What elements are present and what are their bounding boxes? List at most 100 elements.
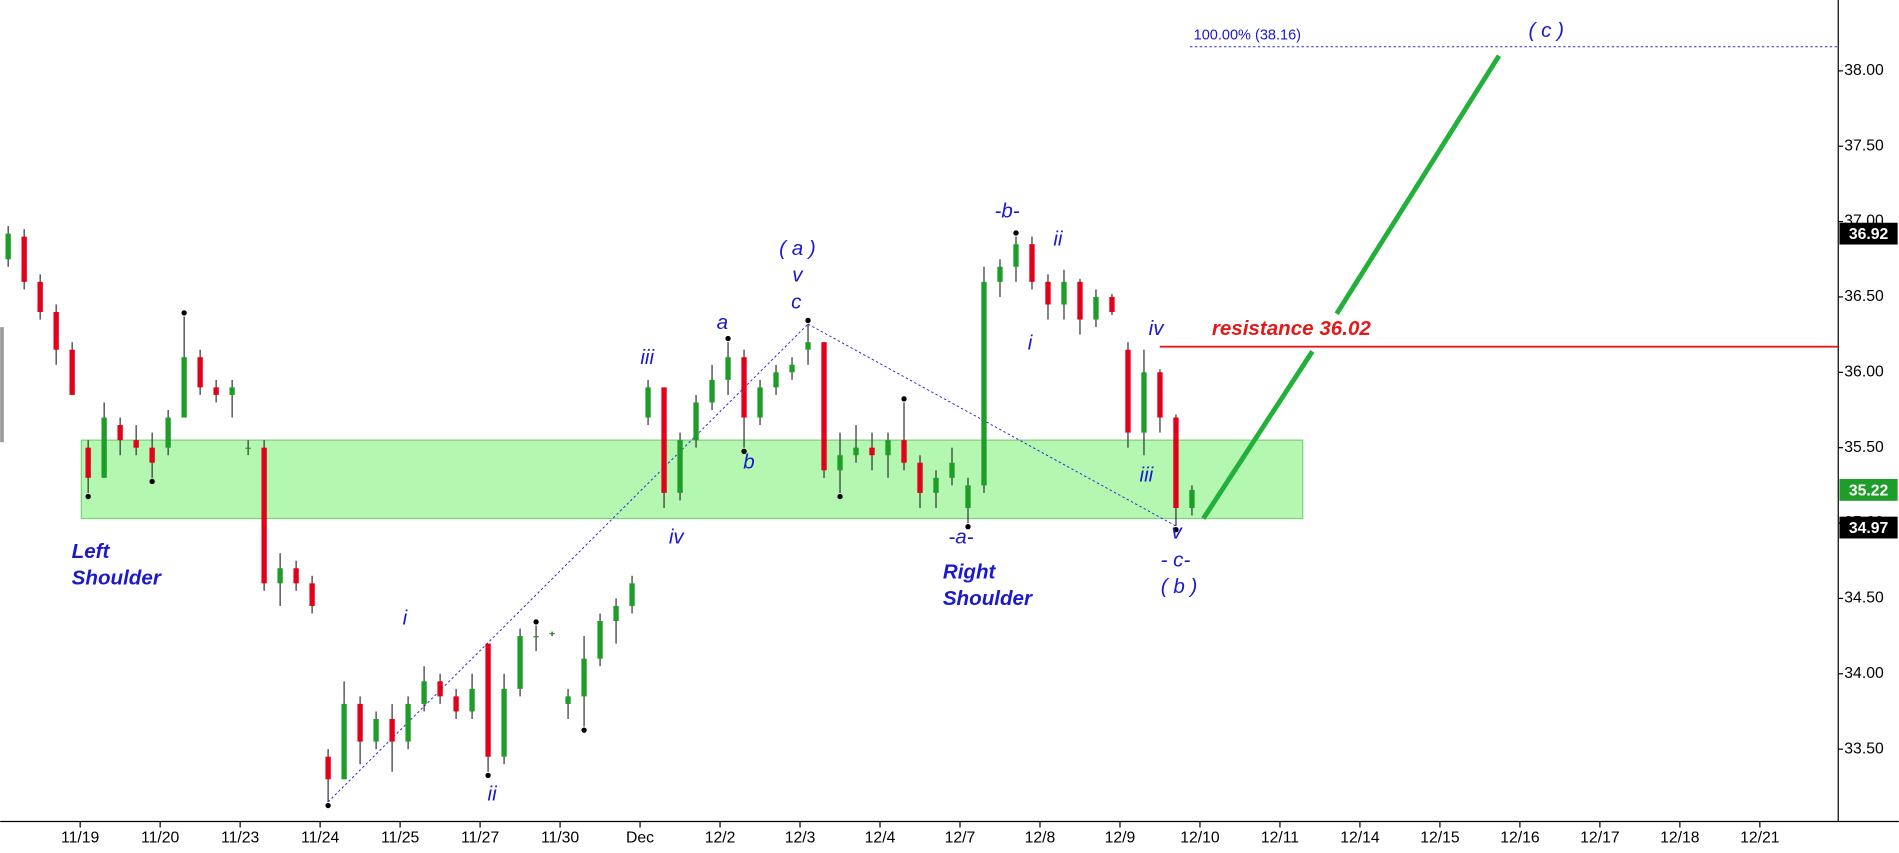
wave-label: iv <box>669 525 686 548</box>
price-label: 34.97 <box>1849 520 1889 537</box>
pivot-dot <box>85 493 91 500</box>
pivot-dot <box>1173 527 1179 533</box>
pivot-dot <box>741 448 747 454</box>
wave-line <box>807 323 1177 527</box>
candle-body <box>1029 244 1035 282</box>
candle-body <box>373 718 379 742</box>
candle-body <box>229 387 235 395</box>
candle-body <box>837 455 843 471</box>
candle-body <box>773 372 779 388</box>
candle-body <box>981 281 987 486</box>
pivot-dot <box>149 478 155 485</box>
wave-label: -a- <box>948 525 973 548</box>
y-tick-label: 36.00 <box>1844 363 1884 380</box>
wave-label: ii <box>488 782 499 805</box>
candle-body <box>949 462 955 478</box>
pivot-dot <box>837 493 843 500</box>
candle-body <box>853 447 859 456</box>
wave-label: Left <box>72 540 111 563</box>
x-tick-label: 12/2 <box>705 830 736 847</box>
price-label: 35.22 <box>1849 482 1889 499</box>
candle-body <box>469 688 475 712</box>
candle-body <box>709 379 715 403</box>
x-tick-label: 12/11 <box>1261 830 1299 847</box>
x-tick-label: 12/17 <box>1580 830 1619 847</box>
wave-label: Shoulder <box>72 567 162 590</box>
y-tick-label: 38.00 <box>1844 62 1884 79</box>
x-tick-label: 11/23 <box>221 830 259 847</box>
candle-body <box>437 681 443 697</box>
candle-body <box>117 425 123 441</box>
x-tick-label: 12/14 <box>1340 830 1380 847</box>
price-label-box <box>1839 478 1898 501</box>
projection-arrow <box>1334 54 1502 316</box>
y-tick-label: 37.50 <box>1844 137 1884 154</box>
candle-body <box>357 703 363 742</box>
candle-body <box>533 636 539 638</box>
y-tick-label: 33.50 <box>1844 740 1884 757</box>
wave-label: ii <box>1053 227 1064 250</box>
candle-body <box>645 387 651 418</box>
wave-label: Shoulder <box>943 587 1033 610</box>
candle-body <box>917 462 923 493</box>
candle-body <box>501 688 507 757</box>
candle-body <box>309 583 315 606</box>
candle-body <box>85 447 91 478</box>
candle-body <box>21 236 27 282</box>
x-tick-label: 11/20 <box>141 830 179 847</box>
candle-body <box>1141 372 1147 433</box>
x-tick-label: 12/9 <box>1105 830 1136 847</box>
pivot-dot <box>533 619 539 625</box>
x-tick-label: 12/3 <box>785 830 816 847</box>
candle-body <box>1173 417 1179 508</box>
wave-label: -b- <box>994 199 1019 222</box>
wave-line <box>327 323 809 803</box>
support-zone <box>80 439 1304 520</box>
candle-body <box>453 696 459 712</box>
candle-body <box>69 349 75 395</box>
candle-body <box>1157 372 1163 418</box>
pivot-dot <box>805 317 811 324</box>
y-tick-label: 34.50 <box>1844 590 1884 607</box>
candle-body <box>325 756 331 780</box>
wave-label: Right <box>943 561 997 584</box>
candle-body <box>165 417 171 448</box>
x-tick-label: 12/21 <box>1740 830 1779 847</box>
candle-body <box>213 387 219 395</box>
pivot-dot <box>581 727 587 733</box>
candle-body <box>629 583 635 606</box>
x-tick-label: 12/18 <box>1660 830 1700 847</box>
wave-label: i <box>403 607 409 630</box>
candle-body <box>757 387 763 418</box>
candle-body <box>53 312 59 350</box>
candle-body <box>789 364 795 373</box>
x-tick-label: 11/24 <box>301 830 339 847</box>
candle-body <box>901 440 907 463</box>
price-label-box <box>1839 516 1898 539</box>
x-tick-label: 12/8 <box>1025 830 1056 847</box>
wave-label: c <box>791 290 802 313</box>
wave-label: ( a ) <box>779 237 816 260</box>
price-label: 36.92 <box>1849 226 1889 243</box>
candle-body <box>549 633 555 635</box>
x-tick-label: 12/7 <box>945 830 976 847</box>
pivot-dot <box>325 802 331 809</box>
projection-arrow <box>1201 350 1315 520</box>
candle-body <box>1013 244 1019 267</box>
target-label: 100.00% (38.16) <box>1194 28 1301 44</box>
candle-body <box>1125 349 1131 433</box>
wave-label: ( b ) <box>1161 575 1198 598</box>
candle-body <box>133 440 139 448</box>
candle-body <box>101 417 107 478</box>
y-tick-label: 35.50 <box>1844 439 1884 456</box>
scroll-handle <box>0 327 4 443</box>
wave-label: b <box>743 450 754 473</box>
candle-body <box>565 696 571 704</box>
wave-label: v <box>792 264 804 287</box>
x-tick-label: 11/19 <box>61 830 99 847</box>
candle-body <box>277 568 283 584</box>
candle-body <box>741 357 747 418</box>
candle-body <box>613 605 619 622</box>
wave-label: ( c ) <box>1529 19 1564 42</box>
candle-body <box>805 342 811 350</box>
